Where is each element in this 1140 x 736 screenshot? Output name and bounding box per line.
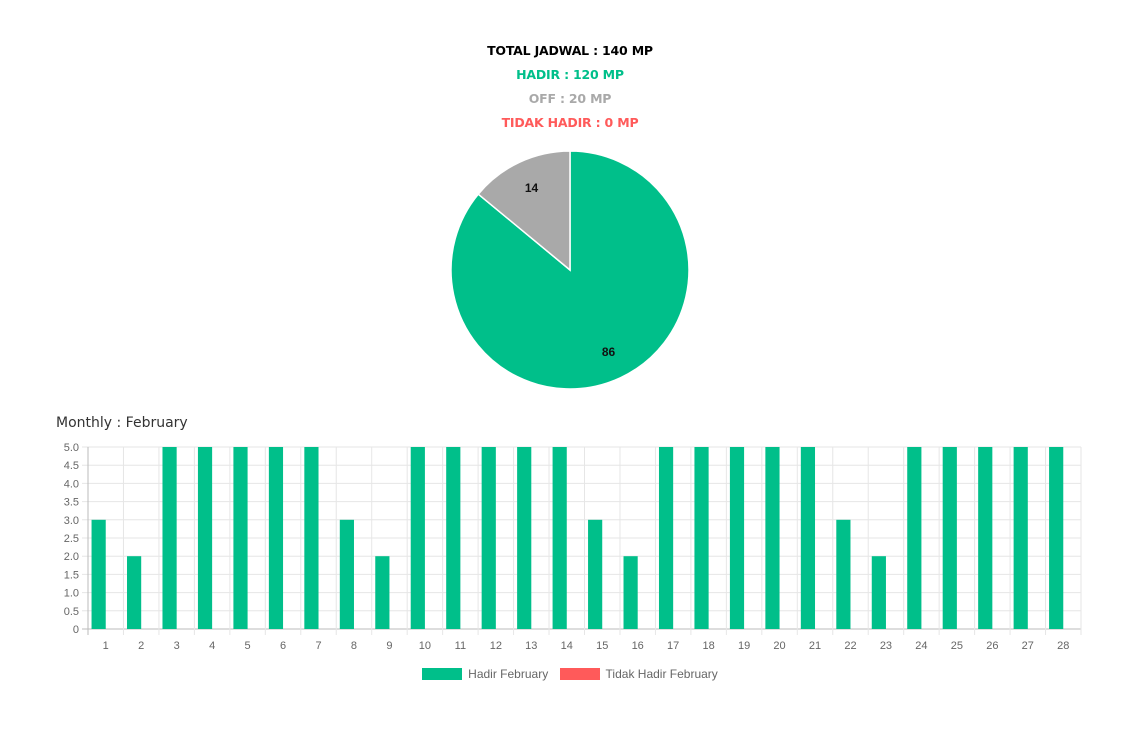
bar-hadir-day-15[interactable] bbox=[588, 519, 603, 629]
attendance-pie-chart: 86 14 bbox=[450, 150, 690, 390]
bar-hadir-day-21[interactable] bbox=[800, 447, 816, 629]
x-tick-label: 11 bbox=[455, 640, 466, 652]
absent-label: TIDAK HADIR : 0 MP bbox=[501, 115, 639, 130]
pie-data-label: 86 bbox=[602, 345, 616, 359]
y-tick-label: 2.5 bbox=[64, 533, 79, 545]
legend-item-tidak-hadir[interactable]: Tidak Hadir February bbox=[559, 667, 718, 681]
bar-hadir-day-1[interactable] bbox=[91, 519, 106, 629]
y-tick-label: 4.0 bbox=[64, 478, 79, 490]
pie-slice-off[interactable] bbox=[477, 150, 571, 272]
bar-hadir-day-24[interactable] bbox=[907, 447, 922, 629]
x-tick-label: 23 bbox=[880, 640, 892, 652]
bar-hadir-day-5[interactable] bbox=[233, 447, 248, 629]
y-tick-label: 1.5 bbox=[64, 569, 79, 581]
legend-item-hadir[interactable]: Hadir February bbox=[422, 667, 548, 681]
x-tick-label: 6 bbox=[280, 640, 286, 652]
total-schedule-label: TOTAL JADWAL : 140 MP bbox=[487, 43, 653, 58]
bar-hadir-day-18[interactable] bbox=[694, 447, 709, 629]
x-tick-label: 1 bbox=[103, 640, 109, 652]
legend-label-hadir: Hadir February bbox=[468, 667, 549, 681]
x-tick-label: 19 bbox=[738, 640, 750, 652]
bar-hadir-day-7[interactable] bbox=[304, 447, 319, 629]
bar-hadir-day-6[interactable] bbox=[268, 447, 284, 629]
x-tick-label: 9 bbox=[386, 640, 392, 652]
x-tick-label: 3 bbox=[174, 640, 180, 652]
x-tick-label: 18 bbox=[703, 640, 715, 652]
x-tick-label: 26 bbox=[986, 640, 998, 652]
bar-hadir-day-8[interactable] bbox=[339, 519, 354, 629]
bar-hadir-day-25[interactable] bbox=[942, 447, 957, 629]
bar-hadir-day-9[interactable] bbox=[375, 556, 390, 629]
bar-hadir-day-16[interactable] bbox=[623, 556, 638, 629]
bar-hadir-day-26[interactable] bbox=[978, 447, 993, 629]
x-tick-label: 8 bbox=[351, 640, 357, 652]
x-tick-label: 2 bbox=[138, 640, 144, 652]
bar-hadir-day-17[interactable] bbox=[658, 447, 674, 629]
bar-hadir-day-20[interactable] bbox=[765, 447, 780, 629]
bar-chart-legend: Hadir February Tidak Hadir February bbox=[0, 667, 1140, 683]
x-tick-label: 13 bbox=[525, 640, 537, 652]
bar-hadir-day-14[interactable] bbox=[552, 447, 567, 629]
legend-label-tidak-hadir: Tidak Hadir February bbox=[605, 667, 718, 681]
off-label: OFF : 20 MP bbox=[528, 91, 612, 106]
bar-hadir-day-13[interactable] bbox=[517, 447, 532, 629]
x-tick-label: 17 bbox=[667, 640, 679, 652]
x-tick-label: 22 bbox=[844, 640, 856, 652]
bar-hadir-day-27[interactable] bbox=[1013, 447, 1028, 629]
x-tick-label: 27 bbox=[1022, 640, 1034, 652]
x-tick-label: 15 bbox=[596, 640, 608, 652]
present-label: HADIR : 120 MP bbox=[516, 67, 624, 82]
y-tick-label: 3.5 bbox=[64, 497, 79, 509]
y-tick-label: 1.0 bbox=[64, 588, 79, 600]
x-tick-label: 5 bbox=[245, 640, 251, 652]
bar-hadir-day-22[interactable] bbox=[836, 519, 851, 629]
x-tick-label: 20 bbox=[773, 640, 785, 652]
y-tick-label: 3.0 bbox=[64, 515, 79, 527]
bar-hadir-day-23[interactable] bbox=[871, 556, 886, 629]
x-tick-label: 4 bbox=[209, 640, 215, 652]
bar-hadir-day-28[interactable] bbox=[1049, 447, 1064, 629]
bar-hadir-day-19[interactable] bbox=[729, 447, 745, 629]
legend-swatch-tidak-hadir bbox=[559, 668, 600, 680]
bar-hadir-day-4[interactable] bbox=[197, 447, 213, 629]
x-tick-label: 21 bbox=[809, 640, 821, 652]
x-tick-label: 12 bbox=[490, 640, 502, 652]
x-tick-label: 25 bbox=[951, 640, 963, 652]
pie-data-label: 14 bbox=[525, 181, 539, 195]
x-tick-label: 28 bbox=[1057, 640, 1069, 652]
y-tick-label: 0.5 bbox=[64, 606, 79, 618]
bar-hadir-day-10[interactable] bbox=[410, 447, 425, 629]
y-tick-label: 5.0 bbox=[64, 442, 79, 454]
monthly-chart-title: Monthly : February bbox=[56, 415, 188, 431]
x-tick-label: 24 bbox=[915, 640, 927, 652]
attendance-summary: TOTAL JADWAL : 140 MP HADIR : 120 MP OFF… bbox=[0, 42, 1140, 138]
x-tick-label: 7 bbox=[315, 640, 321, 652]
x-tick-label: 16 bbox=[632, 640, 644, 652]
legend-swatch-hadir bbox=[422, 668, 463, 680]
y-tick-label: 4.5 bbox=[64, 460, 79, 472]
x-tick-label: 10 bbox=[419, 640, 431, 652]
bar-hadir-day-11[interactable] bbox=[446, 447, 461, 629]
x-tick-label: 14 bbox=[561, 640, 573, 652]
y-tick-label: 2.0 bbox=[64, 551, 79, 563]
y-tick-label: 0 bbox=[73, 624, 79, 636]
bar-grid bbox=[82, 446, 1082, 635]
bar-hadir-day-12[interactable] bbox=[481, 447, 496, 629]
bar-hadir-day-2[interactable] bbox=[127, 556, 142, 629]
bar-hadir-day-3[interactable] bbox=[162, 447, 177, 629]
